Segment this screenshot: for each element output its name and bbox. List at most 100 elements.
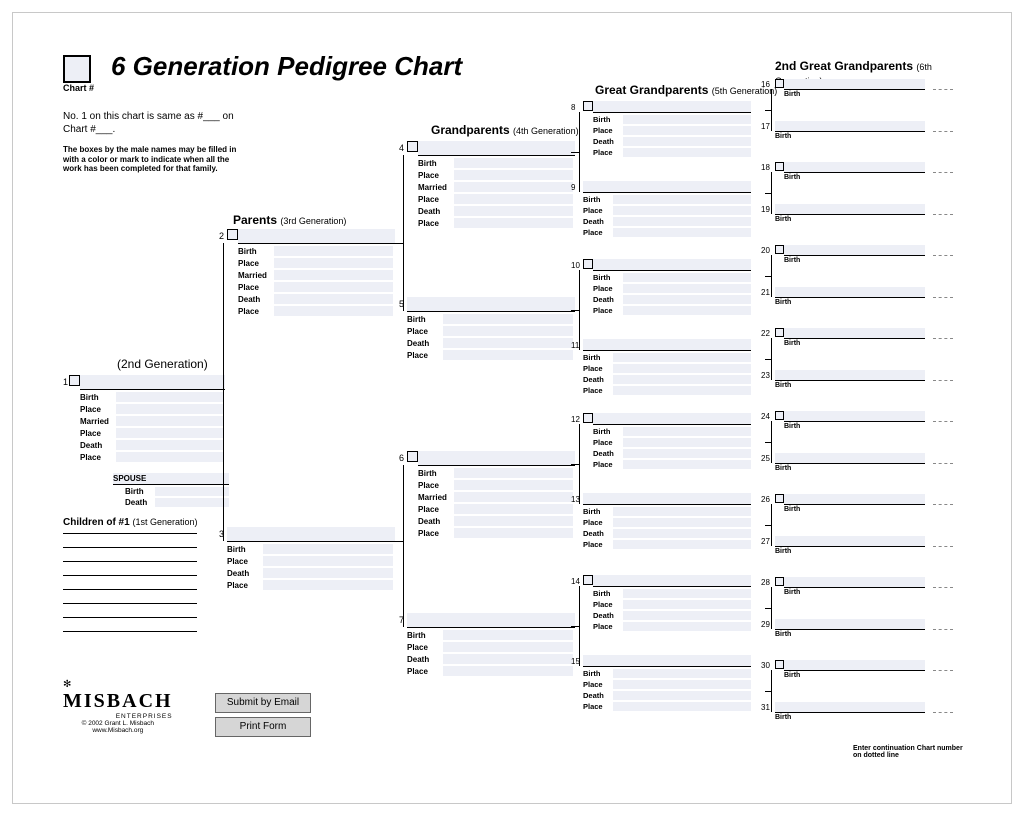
box4: Birth Place Married Place Death Place — [407, 141, 575, 231]
box2-checkbox[interactable] — [227, 229, 238, 240]
box24-checkbox[interactable] — [775, 411, 784, 420]
box7: Birth Place Death Place — [407, 613, 575, 679]
conn-gen6-22 — [765, 359, 771, 360]
box19-birth-label: Birth — [775, 216, 791, 223]
box6-checkbox[interactable] — [407, 451, 418, 462]
box8-name-field[interactable] — [593, 101, 751, 113]
box16-continuation-dash[interactable] — [933, 89, 953, 90]
conn-gen6-28 — [765, 608, 771, 609]
box28-continuation-dash[interactable] — [933, 587, 953, 588]
box17-continuation-dash[interactable] — [933, 131, 953, 132]
box22-checkbox[interactable] — [775, 328, 784, 337]
box15-number: 15 — [571, 657, 580, 666]
child-line[interactable] — [63, 603, 197, 604]
box10-name-field[interactable] — [593, 259, 751, 271]
heading-gen2: (2nd Generation) — [117, 357, 208, 371]
box21: Birth — [775, 287, 925, 309]
box30-name-field[interactable] — [784, 660, 925, 671]
box27-continuation-dash[interactable] — [933, 546, 953, 547]
box3-name-field[interactable] — [227, 527, 395, 542]
child-line[interactable] — [63, 547, 197, 548]
box18-number: 18 — [761, 163, 770, 172]
box5-name-field[interactable] — [407, 297, 575, 312]
box20-name-field[interactable] — [784, 245, 925, 256]
box20-birth-label: Birth — [784, 257, 800, 264]
box31-name-field[interactable] — [775, 702, 925, 713]
box17-name-field[interactable] — [775, 121, 925, 132]
box16-checkbox[interactable] — [775, 79, 784, 88]
logo-text: MISBACH — [63, 690, 173, 713]
box25-name-field[interactable] — [775, 453, 925, 464]
box16-number: 16 — [761, 80, 770, 89]
box2-name-field[interactable] — [238, 229, 395, 244]
heading-children: Children of #1 (1st Generation) — [63, 517, 198, 528]
box8-checkbox[interactable] — [583, 101, 593, 111]
box14-name-field[interactable] — [593, 575, 751, 587]
box30-continuation-dash[interactable] — [933, 670, 953, 671]
page-title: 6 Generation Pedigree Chart — [111, 51, 462, 82]
heading-children-main: Children of #1 — [63, 517, 130, 528]
box15-name-field[interactable] — [583, 655, 751, 667]
box31-continuation-dash[interactable] — [933, 712, 953, 713]
box18-name-field[interactable] — [784, 162, 925, 173]
chart-number-checkbox[interactable] — [63, 55, 91, 83]
box11: BirthPlaceDeathPlace — [583, 339, 751, 397]
box4-name-field[interactable] — [418, 141, 575, 156]
box26-checkbox[interactable] — [775, 494, 784, 503]
box1-name-field[interactable] — [80, 375, 225, 390]
box19-continuation-dash[interactable] — [933, 214, 953, 215]
box27-name-field[interactable] — [775, 536, 925, 547]
box28-checkbox[interactable] — [775, 577, 784, 586]
box21-continuation-dash[interactable] — [933, 297, 953, 298]
box26-name-field[interactable] — [784, 494, 925, 505]
box12-checkbox[interactable] — [583, 413, 593, 423]
box28-name-field[interactable] — [784, 577, 925, 588]
child-line[interactable] — [63, 617, 197, 618]
box22: Birth — [775, 328, 925, 350]
child-line[interactable] — [63, 631, 197, 632]
box18-continuation-dash[interactable] — [933, 172, 953, 173]
box16-name-field[interactable] — [784, 79, 925, 90]
box7-name-field[interactable] — [407, 613, 575, 628]
box1-checkbox[interactable] — [69, 375, 80, 386]
child-line[interactable] — [63, 589, 197, 590]
print-button[interactable]: Print Form — [215, 717, 311, 737]
pedigree-chart-page: Chart # 6 Generation Pedigree Chart No. … — [12, 12, 1012, 804]
box23-birth-label: Birth — [775, 382, 791, 389]
child-line[interactable] — [63, 533, 197, 534]
heading-gen4-sub: (4th Generation) — [513, 126, 579, 136]
box23-continuation-dash[interactable] — [933, 380, 953, 381]
box24-name-field[interactable] — [784, 411, 925, 422]
box9-name-field[interactable] — [583, 181, 751, 193]
box22-continuation-dash[interactable] — [933, 338, 953, 339]
box30-checkbox[interactable] — [775, 660, 784, 669]
box16: Birth — [775, 79, 925, 101]
conn-gen5-10 — [571, 310, 579, 311]
heading-gen3: Parents (3rd Generation) — [233, 213, 346, 227]
box20-continuation-dash[interactable] — [933, 255, 953, 256]
box19-name-field[interactable] — [775, 204, 925, 215]
child-line[interactable] — [63, 575, 197, 576]
box26-number: 26 — [761, 495, 770, 504]
heading-children-sub: (1st Generation) — [132, 517, 197, 527]
box29-name-field[interactable] — [775, 619, 925, 630]
box26-continuation-dash[interactable] — [933, 504, 953, 505]
box23-name-field[interactable] — [775, 370, 925, 381]
box13-name-field[interactable] — [583, 493, 751, 505]
box18-checkbox[interactable] — [775, 162, 784, 171]
box21-name-field[interactable] — [775, 287, 925, 298]
box24-continuation-dash[interactable] — [933, 421, 953, 422]
box10-checkbox[interactable] — [583, 259, 593, 269]
box11-name-field[interactable] — [583, 339, 751, 351]
box22-name-field[interactable] — [784, 328, 925, 339]
box9: BirthPlaceDeathPlace — [583, 181, 751, 239]
box29-continuation-dash[interactable] — [933, 629, 953, 630]
box6-name-field[interactable] — [418, 451, 575, 466]
box4-checkbox[interactable] — [407, 141, 418, 152]
box25-continuation-dash[interactable] — [933, 463, 953, 464]
box14-checkbox[interactable] — [583, 575, 593, 585]
box12-name-field[interactable] — [593, 413, 751, 425]
box20-checkbox[interactable] — [775, 245, 784, 254]
submit-button[interactable]: Submit by Email — [215, 693, 311, 713]
child-line[interactable] — [63, 561, 197, 562]
